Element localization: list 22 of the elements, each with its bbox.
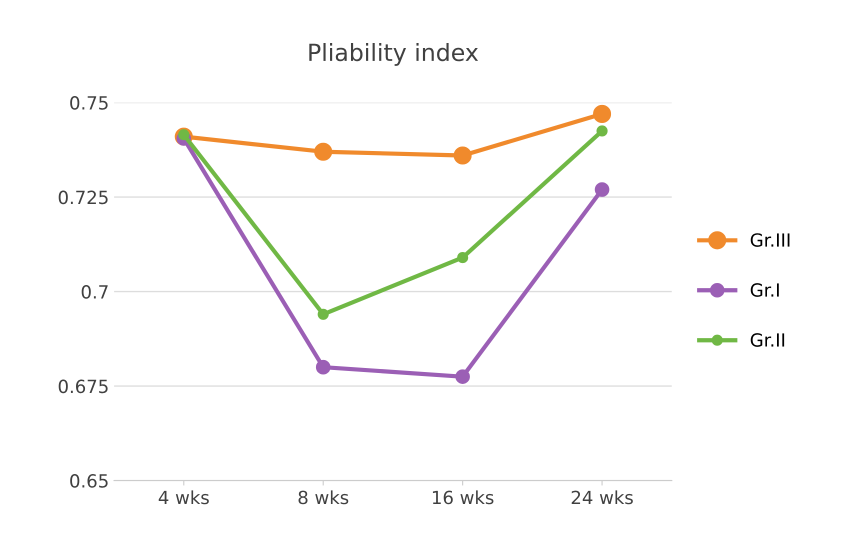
point xyxy=(596,125,608,137)
point xyxy=(457,252,468,264)
legend-label: Gr.III xyxy=(750,233,790,247)
point xyxy=(593,104,612,123)
point xyxy=(318,308,329,320)
y-tick-label: 0.7 xyxy=(82,285,108,299)
x-tick-label: 8 wks xyxy=(298,490,348,504)
legend-label: Gr.I xyxy=(750,283,779,297)
legend-label: Gr.II xyxy=(750,333,784,347)
y-tick-label: 0.65 xyxy=(70,474,108,488)
point xyxy=(454,146,472,165)
point xyxy=(594,182,610,197)
y-tick-label: 0.75 xyxy=(70,96,108,110)
point xyxy=(316,360,331,374)
x-tick-label: 16 wks xyxy=(432,490,494,504)
y-tick-label: 0.675 xyxy=(58,380,108,394)
x-tick-label: 24 wks xyxy=(572,490,633,504)
point xyxy=(455,369,470,384)
x-tick-label: 4 wks xyxy=(158,490,209,504)
chart-title: Pliability index xyxy=(309,42,478,66)
y-tick-label: 0.725 xyxy=(58,190,108,204)
point xyxy=(314,142,332,161)
